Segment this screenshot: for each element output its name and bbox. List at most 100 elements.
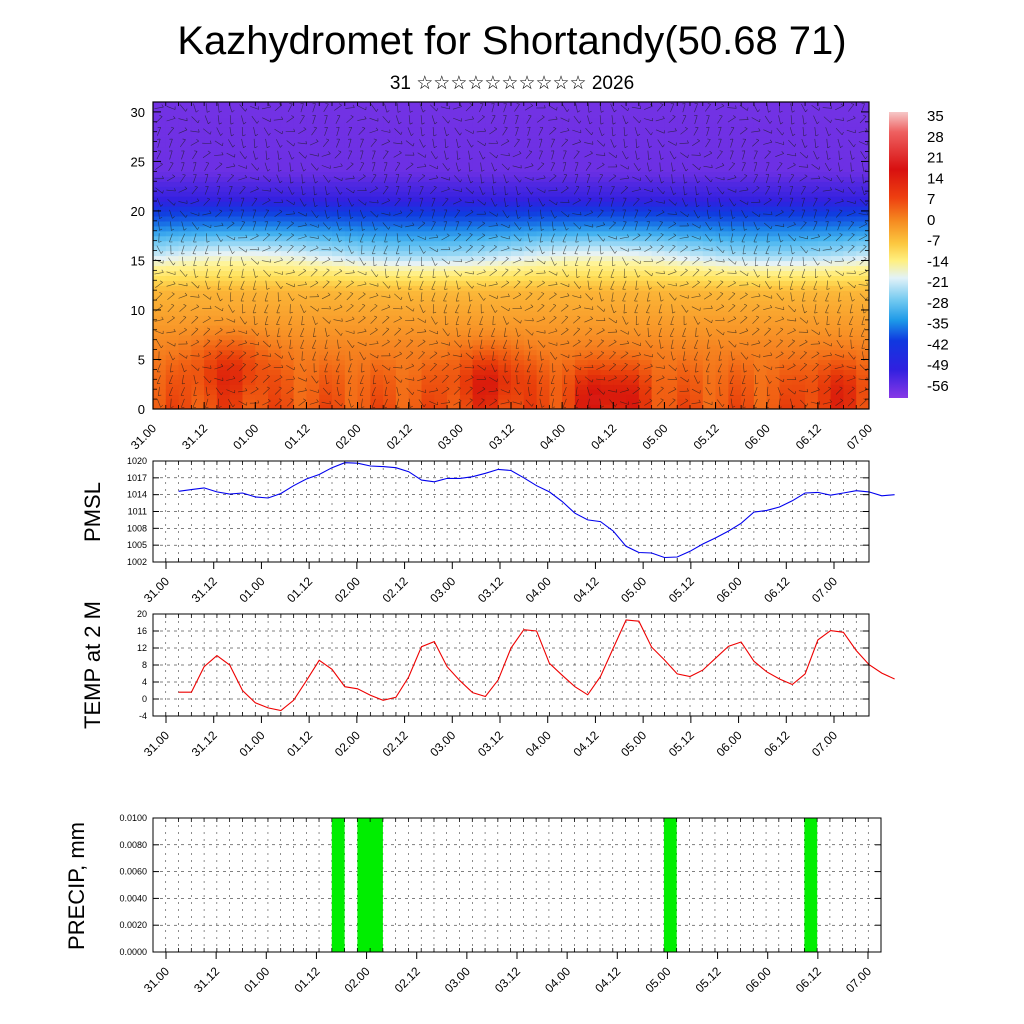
heatmap-cell [306,161,320,167]
heatmap-cell [587,280,602,286]
heatmap-cell [626,131,640,138]
heatmap-cell [459,300,474,306]
heatmap-cell [766,319,781,326]
heatmap-cell [395,240,410,247]
heatmap-cell [856,245,869,252]
heatmap-cell [511,265,525,271]
heatmap-cell [485,206,499,212]
wind-barb-feather [279,375,283,378]
heatmap-cell [523,161,538,167]
wind-barb-feather [412,152,415,156]
heatmap-cell [344,116,359,123]
heatmap-cell [434,300,448,306]
heatmap-cell [165,116,180,123]
wind-barb [191,317,199,324]
heatmap-cell [191,260,205,267]
heatmap-cell [306,374,320,380]
wind-barb-feather [435,340,439,344]
wind-barb [476,283,486,287]
heatmap-cell [690,255,704,262]
heatmap-cell [574,275,589,281]
wind-barb-feather [281,116,284,120]
wind-barb [167,305,175,313]
heatmap-cell [255,176,269,182]
heatmap-cell [178,404,192,409]
wind-barb [441,388,450,395]
heatmap-cell [280,280,295,286]
page-title: Kazhydromet for Shortandy(50.68 71) [177,19,847,63]
heatmap-cell [690,265,704,271]
heatmap-cell [574,220,589,227]
heatmap-cell [357,295,371,301]
wind-barb-feather [399,210,403,213]
heatmap-cell [817,121,832,128]
wind-barb-feather [182,138,186,140]
heatmap-cell [792,349,806,356]
wind-barb [309,247,319,252]
heatmap-cell [383,220,397,227]
wind-barb [324,209,328,219]
heatmap-cell [753,354,768,361]
heatmap-cell [447,334,461,341]
heatmap-cell [293,240,307,247]
heatmap-cell [204,275,218,281]
heatmap-cell [268,319,282,326]
heatmap-cell [792,389,806,395]
wind-barb-feather [161,104,164,108]
heatmap-cell [651,230,665,237]
heatmap-cell [728,136,742,143]
heatmap-cell [370,191,384,197]
heatmap-cell [741,156,755,163]
heatmap-cell [587,245,602,252]
wind-barb-feather [196,138,199,142]
heatmap-cell [229,240,244,247]
heatmap-cell [562,235,576,242]
heatmap-cell [626,210,640,217]
heatmap-cell [779,389,793,395]
heatmap-cell [229,305,244,311]
heatmap-cell [574,156,589,163]
wind-barb [491,339,496,349]
heatmap-cell [843,359,857,366]
heatmap-cell [562,225,576,232]
wind-barbs [154,103,868,408]
heatmap-cell [638,196,653,202]
heatmap-cell [600,186,614,192]
heatmap-cell [485,215,499,222]
heatmap-cell [702,394,717,400]
heatmap-cell [856,156,869,163]
heatmap-cell [856,295,869,301]
wind-barb-feather [280,144,283,148]
wind-barb-feather [471,285,474,289]
heatmap-cell [702,206,717,212]
heatmap-cell [817,394,832,400]
heatmap-cell [536,111,550,118]
heatmap-cell [383,107,397,113]
heatmap-cell [702,354,717,361]
heatmap-cell [638,285,653,291]
heatmap-cell [383,161,397,167]
heatmap-cell [229,300,244,306]
heatmap-cell [255,156,269,163]
wind-barb [489,211,498,217]
heatmap-cell [204,126,218,133]
heatmap-cell [421,344,435,351]
heatmap-cell [178,201,192,207]
heatmap-cell [830,156,844,163]
heatmap-cell [779,300,793,306]
wind-barb [357,105,367,111]
heatmap-cell [817,245,832,252]
wind-barb-feather [482,386,486,390]
wind-barb [406,210,413,218]
heatmap-cell [562,191,576,197]
wind-barb-feather [388,226,391,230]
wind-barb [263,269,270,277]
wind-barb [238,376,247,383]
heatmap-cell [779,255,793,262]
heatmap-cell [472,235,486,242]
heatmap-cell [498,220,512,227]
wind-barb [346,163,354,171]
heatmap-cell [702,300,717,306]
wind-barb-feather [410,327,414,331]
heatmap-cell [216,349,231,356]
